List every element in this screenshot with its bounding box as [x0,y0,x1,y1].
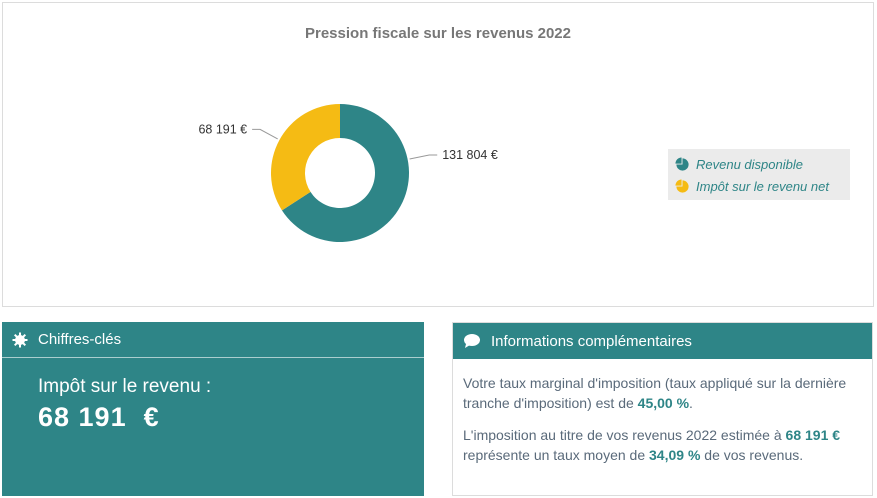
legend-label: Impôt sur le revenu net [696,178,829,194]
key-figures-panel: Chiffres-clés Impôt sur le revenu : 68 1… [2,322,424,496]
donut-chart: 131 804 € 68 191 € [198,104,498,243]
info-header: Informations complémentaires [453,323,872,359]
speech-bubble-icon [464,334,480,348]
info-panel: Informations complémentaires Votre taux … [452,322,873,496]
average-rate-value: 34,09 % [649,447,701,463]
legend-label: Revenu disponible [696,156,803,172]
donut-slice[interactable] [271,104,340,211]
donut-slice[interactable] [281,104,409,243]
gear-icon [12,332,28,347]
key-figures-title: Chiffres-clés [38,331,122,348]
chart-panel: Pression fiscale sur les revenus 2022 13… [2,2,874,307]
leader-line [409,154,438,160]
key-figures-header: Chiffres-clés [2,322,424,358]
legend-item-revenu-disponible[interactable]: Revenu disponible [675,153,850,175]
info-title: Informations complémentaires [491,332,692,350]
leader-line [252,128,278,140]
key-figure-label: Impôt sur le revenu : [38,376,212,397]
info-body: Votre taux marginal d'imposition (taux a… [453,359,872,465]
chart-legend: Revenu disponible Impôt sur le revenu ne… [668,149,850,200]
pie-icon [675,178,689,193]
chart-title: Pression fiscale sur les revenus 2022 [305,25,571,42]
key-figure-value: 68 191 € [38,402,160,432]
slice-label-revenu-disponible: 131 804 € [442,148,498,162]
slice-label-impot: 68 191 € [198,122,247,136]
legend-item-impot[interactable]: Impôt sur le revenu net [675,175,850,197]
pie-icon [675,156,689,171]
marginal-rate-value: 45,00 % [637,395,690,411]
tax-amount-value: 68 191 € [785,427,841,443]
marginal-rate-text: Votre taux marginal d'imposition (taux a… [463,375,847,411]
average-rate-text: L'imposition au titre de vos revenus 202… [463,427,841,463]
